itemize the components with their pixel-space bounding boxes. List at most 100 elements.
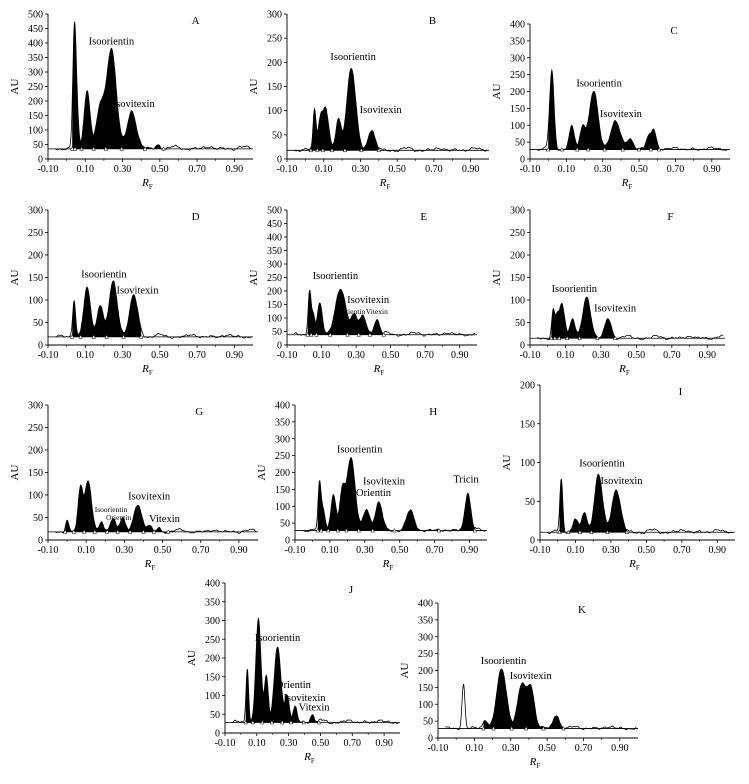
x-tick-label: 0.10: [567, 545, 585, 556]
y-tick-label: 0: [38, 155, 43, 166]
peak-area-A: [72, 21, 164, 150]
x-axis-label: RF: [373, 363, 385, 377]
boundary-marker: [575, 147, 580, 152]
y-tick-label: 100: [267, 106, 282, 117]
panel-label: E: [420, 211, 427, 223]
x-tick-label: 0.30: [114, 350, 132, 361]
chromatogram-panel-G: 0 50 100 150 200 250 300 -0.10 0.10 0.30 0.50 0.70 0…: [9, 401, 258, 572]
x-tick-label: 0.70: [667, 164, 685, 175]
y-tick-label: 400: [510, 20, 525, 31]
x-tick-label: 0.50: [151, 164, 169, 175]
y-tick-label: 100: [267, 314, 282, 325]
x-tick-label: -0.10: [530, 545, 551, 556]
y-tick-label: 150: [510, 104, 525, 115]
boundary-marker: [595, 335, 600, 340]
signal-line-B: [294, 67, 488, 152]
y-tick-label: 150: [205, 672, 220, 683]
y-tick-label: 400: [418, 599, 433, 610]
y-tick-label: 250: [275, 451, 290, 462]
x-tick-label: -0.10: [38, 350, 59, 361]
chromatogram-panel-E: 0 50 100 150 200 250 300 350 400 450 500 -0.10 0.10 0…: [248, 206, 477, 377]
x-tick-label: 0.10: [77, 350, 95, 361]
boundary-marker: [301, 719, 306, 725]
x-axis-label: RF: [303, 751, 315, 765]
x-tick-label: 0.30: [602, 545, 620, 556]
y-tick-label: 200: [510, 87, 525, 98]
boundary-marker: [376, 147, 382, 153]
x-tick-label: 0.30: [347, 350, 365, 361]
y-tick-label: 350: [267, 246, 282, 257]
y-tick-label: 50: [33, 513, 43, 524]
boundary-marker: [314, 332, 319, 337]
y-axis-label: AU: [256, 465, 268, 481]
y-tick-label: 50: [525, 497, 535, 508]
peak-annotation: Isovitexin: [347, 295, 390, 306]
y-tick-label: 50: [33, 140, 43, 151]
x-tick-label: 0.10: [558, 164, 576, 175]
y-tick-label: 150: [267, 82, 282, 93]
x-tick-label: 0.70: [344, 738, 362, 749]
peak-annotation: Orientin: [340, 307, 365, 316]
boundary-marker: [523, 726, 529, 731]
y-tick-label: 50: [515, 138, 525, 149]
peak-annotation: Isovitexin: [363, 476, 406, 487]
peak-annotation: Vitexin: [149, 514, 181, 525]
x-tick-label: 0.50: [638, 545, 656, 556]
chromatogram-panel-A: 0 50 100 150 200 250 300 350 400 450 500 -0.10 0.10 0…: [9, 10, 253, 191]
peak-annotation: Orientin: [276, 680, 312, 691]
peak-area-J: [245, 618, 319, 724]
boundary-marker: [269, 719, 275, 725]
x-tick-label: 0.30: [352, 164, 370, 175]
boundary-marker: [367, 332, 373, 337]
peak-annotation: Isoorientin: [337, 444, 383, 455]
y-tick-label: 250: [28, 228, 43, 239]
boundary-marker: [308, 147, 314, 153]
peak-annotation: Isoorientin: [89, 36, 135, 47]
boundary-marker: [577, 529, 583, 534]
y-tick-label: 500: [28, 10, 43, 21]
x-tick-label: 0.50: [312, 738, 330, 749]
y-tick-label: 50: [33, 318, 43, 329]
boundary-marker: [549, 335, 554, 340]
peak-annotation: Vitexin: [299, 703, 331, 714]
y-tick-label: 200: [28, 446, 43, 457]
chromatogram-panel-F: 0 50 100 150 200 250 300 -0.10 0.10 0.30 0.50 0.70 0…: [491, 206, 725, 377]
y-tick-label: 400: [28, 39, 43, 50]
peak-annotation: Isoorientin: [95, 505, 128, 514]
x-tick-label: 0.30: [592, 350, 610, 361]
peak-annotation: Isovitexin: [600, 109, 643, 120]
x-tick-label: 0.90: [226, 164, 244, 175]
peak-area-C: [548, 70, 660, 151]
boundary-marker: [91, 146, 96, 151]
boundary-marker: [70, 146, 75, 151]
boundary-marker: [166, 529, 171, 534]
x-tick-label: 0.10: [77, 164, 95, 175]
x-tick-label: 0.70: [663, 350, 681, 361]
x-tick-label: 0.90: [611, 743, 629, 754]
peak-annotation: Isovitexin: [116, 285, 159, 296]
x-tick-label: 0.70: [673, 545, 691, 556]
chromatogram-panel-D: 0 50 100 150 200 250 300 -0.10 0.10 0.30 0.50 0.70 0…: [9, 206, 253, 377]
y-tick-label: 200: [275, 468, 290, 479]
y-tick-label: 200: [520, 381, 535, 392]
peak-annotation: Isovitexin: [128, 492, 171, 503]
chromatogram-panel-K: 0 50 100 150 200 250 300 350 400 -0.10 0.10 0.30 0.5…: [399, 599, 638, 770]
peak-area-B: [310, 68, 379, 151]
boundary-marker: [602, 147, 607, 152]
peak-annotation: Isoorientin: [579, 458, 625, 469]
y-tick-label: 50: [423, 717, 433, 728]
peak-annotation: Orientin: [356, 488, 392, 499]
x-tick-label: 0.90: [699, 350, 717, 361]
boundary-marker: [566, 529, 571, 534]
peak-annotation: Isovitexin: [594, 303, 637, 314]
boundary-marker: [82, 529, 87, 534]
y-tick-label: 50: [515, 318, 525, 329]
boundary-marker: [342, 147, 348, 153]
x-tick-label: 0.50: [388, 164, 406, 175]
boundary-marker: [370, 528, 375, 533]
y-tick-label: 100: [28, 126, 43, 137]
y-tick-label: 250: [267, 273, 282, 284]
boundary-marker: [79, 146, 84, 151]
peak-annotation: Isoorientin: [552, 284, 598, 295]
